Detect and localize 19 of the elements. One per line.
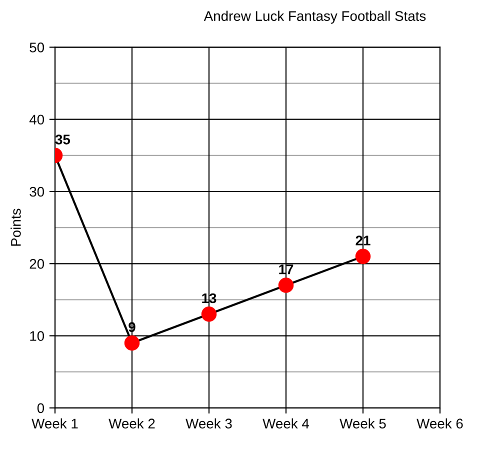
- x-tick-label: Week 5: [340, 418, 386, 429]
- y-tick-label: 10: [30, 331, 44, 341]
- y-axis-title: Points: [10, 208, 21, 246]
- y-tick-label: 20: [30, 258, 44, 269]
- y-tick-label: 0: [37, 403, 44, 414]
- y-tick-label: 30: [30, 186, 44, 197]
- point: [201, 306, 217, 322]
- x-tick-label: Week 6: [416, 418, 463, 429]
- x-tick-label: Week 4: [262, 418, 310, 429]
- point: [124, 335, 140, 351]
- x-tick-label: Week 2: [108, 418, 155, 429]
- x-tick-label: Week 3: [186, 418, 232, 429]
- point: [278, 278, 294, 293]
- data-label: 35: [55, 134, 70, 144]
- point: [355, 248, 371, 264]
- y-tick-label: 50: [30, 42, 44, 52]
- x-tick-label: Week 1: [32, 418, 78, 429]
- chart-title: Andrew Luck Fantasy Football Stats: [204, 10, 426, 24]
- y-tick-label: 40: [29, 114, 44, 125]
